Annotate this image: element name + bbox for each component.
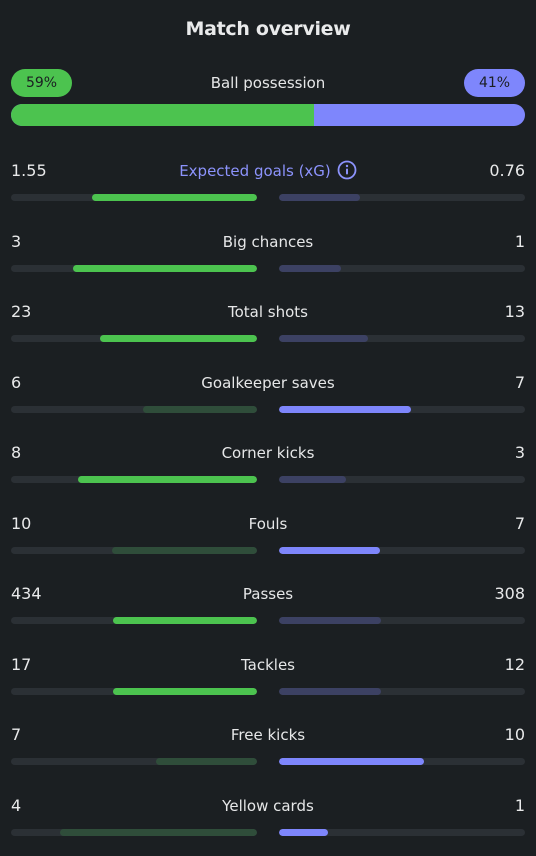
away-stat-value: 3 [514,443,525,462]
away-stat-bar-fill [279,335,368,342]
away-stat-bar-fill [279,617,382,624]
away-stat-bar [279,194,525,201]
stat-row: 23 Total shots 13 [11,301,525,345]
stat-label-text: Total shots [228,303,308,321]
away-stat-bar-fill [279,194,360,201]
stat-label-text: Expected goals (xG) [179,162,331,180]
stat-label: Tackles [11,654,525,676]
stat-label: Big chances [11,231,525,253]
away-stat-bar-fill [279,687,381,695]
stat-label: Corner kicks [11,442,525,464]
stat-label-text: Goalkeeper saves [201,373,335,392]
away-stat-bar-fill [279,546,381,554]
stat-label-text: Corner kicks [221,444,315,462]
possession-bar [11,104,525,126]
home-stat-bar-fill [112,546,257,554]
home-stat-bar-fill [99,335,257,342]
away-stat-value: 12 [504,654,525,674]
away-stat-value: 7 [514,513,525,533]
away-stat-value: 13 [504,302,525,321]
away-stat-bar-fill [279,758,424,765]
info-icon[interactable] [337,160,357,180]
stat-label-text: Fouls [248,514,288,533]
home-stat-bar [11,405,257,413]
stat-row: 3 Big chances 1 [11,231,525,275]
away-possession-badge: 41% [464,69,525,97]
home-stat-bar-fill [143,405,257,413]
possession-bar-home-fill [11,104,315,126]
home-stat-value: 1.55 [11,161,47,180]
away-stat-bar [279,335,525,342]
home-stat-value: 4 [11,795,22,815]
panel-title: Match overview [185,18,351,40]
stat-label-text: Big chances [222,232,314,251]
possession-row: 59% Ball possession 41% [11,69,525,97]
home-stat-bar [11,194,257,201]
away-stat-value: 1 [514,795,525,815]
stat-label: Yellow cards [11,795,525,817]
stat-row: 10 Fouls 7 [11,513,525,557]
home-stat-bar-fill [113,617,257,624]
stat-row: 17 Tackles 12 [11,654,525,698]
away-stat-bar [279,264,525,272]
stat-row: 1.55 Expected goals (xG) 0.76 [11,160,525,204]
possession-label: Ball possession [210,74,326,92]
home-stat-value: 434 [11,584,42,603]
stat-label-text: Tackles [240,655,296,674]
home-stat-bar-fill [91,194,257,201]
home-stat-value: 10 [11,513,32,533]
home-possession-badge: 59% [11,69,72,97]
stat-label: Total shots [11,301,525,323]
stat-row: 6 Goalkeeper saves 7 [11,372,525,416]
away-stat-value: 308 [494,584,525,603]
away-stat-bar [279,828,525,836]
away-stat-bar-fill [279,405,412,413]
home-stat-bar [11,687,257,695]
stat-row: 4 Yellow cards 1 [11,795,525,839]
home-stat-value: 6 [11,372,22,392]
home-stat-bar-fill [72,264,257,272]
home-stat-value: 7 [11,725,22,744]
home-stat-bar-fill [78,476,257,483]
home-stat-value: 8 [11,443,22,462]
home-stat-bar [11,546,257,554]
away-stat-bar-fill [279,828,329,836]
stat-row: 434 Passes 308 [11,583,525,627]
home-stat-value: 3 [11,231,22,251]
home-stat-bar [11,758,257,765]
away-stat-bar [279,405,525,413]
stat-label-text: Free kicks [230,726,306,744]
stat-row: 8 Corner kicks 3 [11,442,525,486]
home-stat-bar [11,617,257,624]
away-stat-value: 10 [504,725,525,744]
stat-label[interactable]: Expected goals (xG) [11,160,525,182]
away-stat-bar [279,476,525,483]
home-stat-bar-fill [155,758,257,765]
stat-label: Passes [11,583,525,605]
away-stat-bar [279,758,525,765]
stat-label: Fouls [11,513,525,535]
home-stat-bar-fill [112,687,257,695]
stat-label: Goalkeeper saves [11,372,525,394]
away-stat-value: 7 [514,372,525,392]
stat-label: Free kicks [11,724,525,746]
home-stat-bar [11,264,257,272]
away-stat-bar [279,687,525,695]
home-stat-bar [11,476,257,483]
stat-label-text: Yellow cards [222,796,314,815]
away-stat-value: 1 [514,231,525,251]
home-stat-bar [11,335,257,342]
away-stat-value: 0.76 [489,161,525,180]
home-stat-bar [11,828,257,836]
away-stat-bar-fill [279,264,341,272]
stat-row: 7 Free kicks 10 [11,724,525,768]
home-stat-value: 17 [11,654,32,674]
away-stat-bar-fill [279,476,347,483]
away-stat-bar [279,617,525,624]
home-stat-bar-fill [60,828,257,836]
stat-label-text: Passes [242,585,294,603]
away-stat-bar [279,546,525,554]
home-stat-value: 23 [11,302,32,321]
